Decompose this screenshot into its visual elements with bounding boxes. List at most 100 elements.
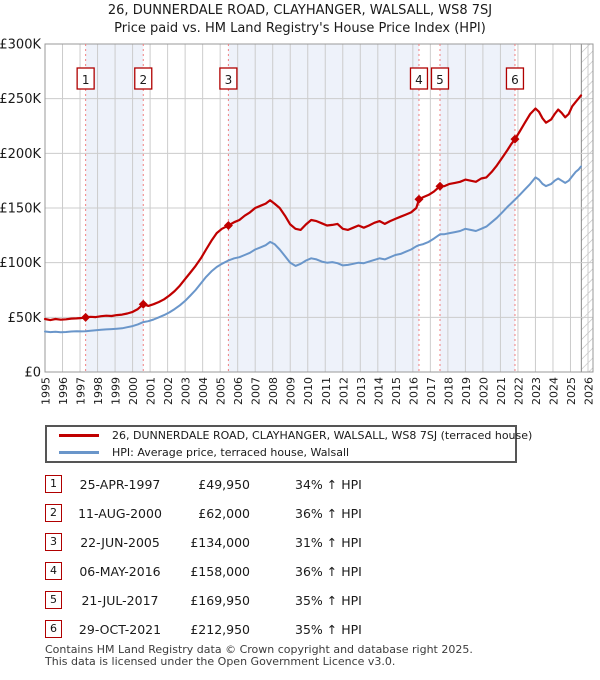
- y-axis-labels: £0 £50K £100K £150K £200K £250K £300K: [0, 38, 41, 381]
- legend-row-property: 26, DUNNERDALE ROAD, CLAYHANGER, WALSALL…: [47, 429, 532, 443]
- y-axis-tick-label: £150K: [0, 202, 41, 217]
- x-axis-tick-label: 2005: [215, 377, 228, 405]
- legend-row-hpi: HPI: Average price, terraced house, Wals…: [47, 446, 515, 460]
- sale-marker: [138, 299, 148, 309]
- x-axis-tick-label: 2018: [442, 377, 455, 405]
- x-axis-tick-label: 2008: [267, 377, 280, 405]
- transaction-price: £158,000: [190, 564, 250, 579]
- transaction-price: £62,000: [198, 506, 250, 521]
- licence-line-2: This data is licensed under the Open Gov…: [45, 654, 396, 668]
- transaction-price: £212,950: [190, 622, 250, 637]
- transaction-number-box: 5: [45, 591, 62, 609]
- y-axis-tick-label: £100K: [0, 256, 41, 271]
- transaction-hpi-delta: 36% ↑ HPI: [295, 564, 362, 579]
- x-axis-tick-label: 2010: [302, 377, 315, 405]
- sale-number: 2: [139, 73, 147, 87]
- sale-marker: [435, 181, 445, 191]
- y-axis-tick-label: £50K: [8, 311, 42, 326]
- x-axis-tick-label: 2020: [477, 377, 490, 405]
- sale-markers: [81, 134, 520, 322]
- table-row: 3 22-JUN-2005 £134,000 31% ↑ HPI: [45, 533, 505, 553]
- y-axis-tick-label: £300K: [0, 38, 41, 53]
- sale-number-box: [219, 67, 238, 90]
- legend: 26, DUNNERDALE ROAD, CLAYHANGER, WALSALL…: [45, 425, 532, 463]
- table-row: 2 11-AUG-2000 £62,000 36% ↑ HPI: [45, 504, 505, 524]
- x-axis-tick-label: 2016: [407, 377, 420, 405]
- x-axis-tick-label: 2022: [512, 377, 525, 405]
- sale-marker: [81, 312, 91, 322]
- sale-number: 3: [225, 73, 233, 87]
- property-price-line: [43, 94, 583, 322]
- transaction-hpi-delta: 34% ↑ HPI: [295, 477, 362, 492]
- sale-number: 4: [415, 73, 423, 87]
- hpi-line-swatch: [59, 451, 99, 454]
- table-row: 1 25-APR-1997 £49,950 34% ↑ HPI: [45, 475, 505, 495]
- transaction-date: 11-AUG-2000: [78, 506, 162, 521]
- x-axis-tick-label: 2007: [250, 377, 263, 405]
- x-axis-tick-label: 1995: [40, 377, 53, 405]
- licence-line-1: Contains HM Land Registry data © Crown c…: [45, 643, 473, 656]
- sale-number-box: [409, 67, 429, 90]
- x-axis-tick-label: 2026: [583, 377, 596, 405]
- x-axis-tick-label: 1996: [57, 377, 70, 405]
- transaction-date: 06-MAY-2016: [79, 564, 161, 579]
- licence-footer: Contains HM Land Registry data © Crown c…: [45, 644, 585, 667]
- x-axis-tick-label: 2000: [127, 377, 140, 405]
- transaction-number-box: 6: [45, 620, 62, 638]
- property-line-swatch: [59, 434, 99, 437]
- plot-frame: [44, 43, 594, 373]
- transaction-date: 29-OCT-2021: [78, 622, 162, 637]
- x-axis-tick-label: 2023: [530, 377, 543, 405]
- sale-marker: [510, 134, 520, 144]
- sale-number: 5: [436, 73, 444, 87]
- x-axis-tick-label: 2001: [145, 377, 158, 405]
- x-axis-tick-label: 2009: [285, 377, 298, 405]
- page-title: 26, DUNNERDALE ROAD, CLAYHANGER, WALSALL…: [107, 3, 493, 18]
- transaction-date: 25-APR-1997: [79, 477, 161, 492]
- x-axis-tick-label: 2014: [372, 377, 385, 405]
- x-axis-tick-label: 2013: [355, 377, 368, 405]
- x-axis-tick-label: 2015: [390, 377, 403, 405]
- hpi-line: [44, 165, 582, 334]
- table-row: 6 29-OCT-2021 £212,950 35% ↑ HPI: [45, 620, 505, 640]
- price-chart: 1 2 3 4 5 6 £0 £50K £100K £150K £200K £250K £300K 199…: [0, 38, 596, 406]
- x-axis-tick-label: 2021: [495, 377, 508, 405]
- y-axis-tick-label: £200K: [0, 147, 41, 162]
- x-axis-tick-label: 2002: [162, 377, 175, 405]
- x-axis-tick-label: 2006: [232, 377, 245, 405]
- sale-number-box: [430, 67, 450, 90]
- transaction-number-box: 4: [45, 562, 62, 580]
- sale-number: 1: [82, 73, 90, 87]
- page-subtitle: Price paid vs. HM Land Registry's House …: [114, 21, 486, 36]
- x-axis-tick-label: 2012: [337, 377, 350, 405]
- transaction-number-box: 2: [45, 504, 62, 522]
- x-axis-tick-label: 1998: [92, 377, 105, 405]
- transaction-price: £49,950: [198, 477, 250, 492]
- table-row: 5 21-JUL-2017 £169,950 35% ↑ HPI: [45, 591, 505, 611]
- sale-marker: [223, 220, 233, 230]
- sale-number: 6: [511, 73, 519, 87]
- x-axis-tick-label: 2011: [320, 377, 333, 405]
- legend-label-hpi: HPI: Average price, terraced house, Wals…: [112, 446, 350, 459]
- sale-number-box: [505, 67, 525, 90]
- sale-number-box: [76, 67, 95, 90]
- transaction-price: £134,000: [190, 535, 250, 550]
- transaction-hpi-delta: 35% ↑ HPI: [295, 622, 362, 637]
- sale-marker: [414, 194, 424, 204]
- sale-number-box: [134, 67, 153, 90]
- table-row: 4 06-MAY-2016 £158,000 36% ↑ HPI: [45, 562, 505, 582]
- x-axis-tick-label: 2024: [547, 377, 560, 405]
- transaction-price: £169,950: [190, 593, 250, 608]
- x-axis-tick-label: 2003: [180, 377, 193, 405]
- x-axis-tick-label: 2017: [425, 377, 438, 405]
- transaction-date: 22-JUN-2005: [80, 535, 160, 550]
- x-axis-tick-label: 1997: [75, 377, 88, 405]
- y-axis-tick-label: £250K: [0, 92, 41, 107]
- y-axis-tick-label: £0: [24, 366, 41, 381]
- transaction-hpi-delta: 31% ↑ HPI: [295, 535, 362, 550]
- transaction-number-box: 3: [45, 533, 62, 551]
- transaction-hpi-delta: 36% ↑ HPI: [295, 506, 362, 521]
- legend-label-property: 26, DUNNERDALE ROAD, CLAYHANGER, WALSALL…: [112, 429, 533, 442]
